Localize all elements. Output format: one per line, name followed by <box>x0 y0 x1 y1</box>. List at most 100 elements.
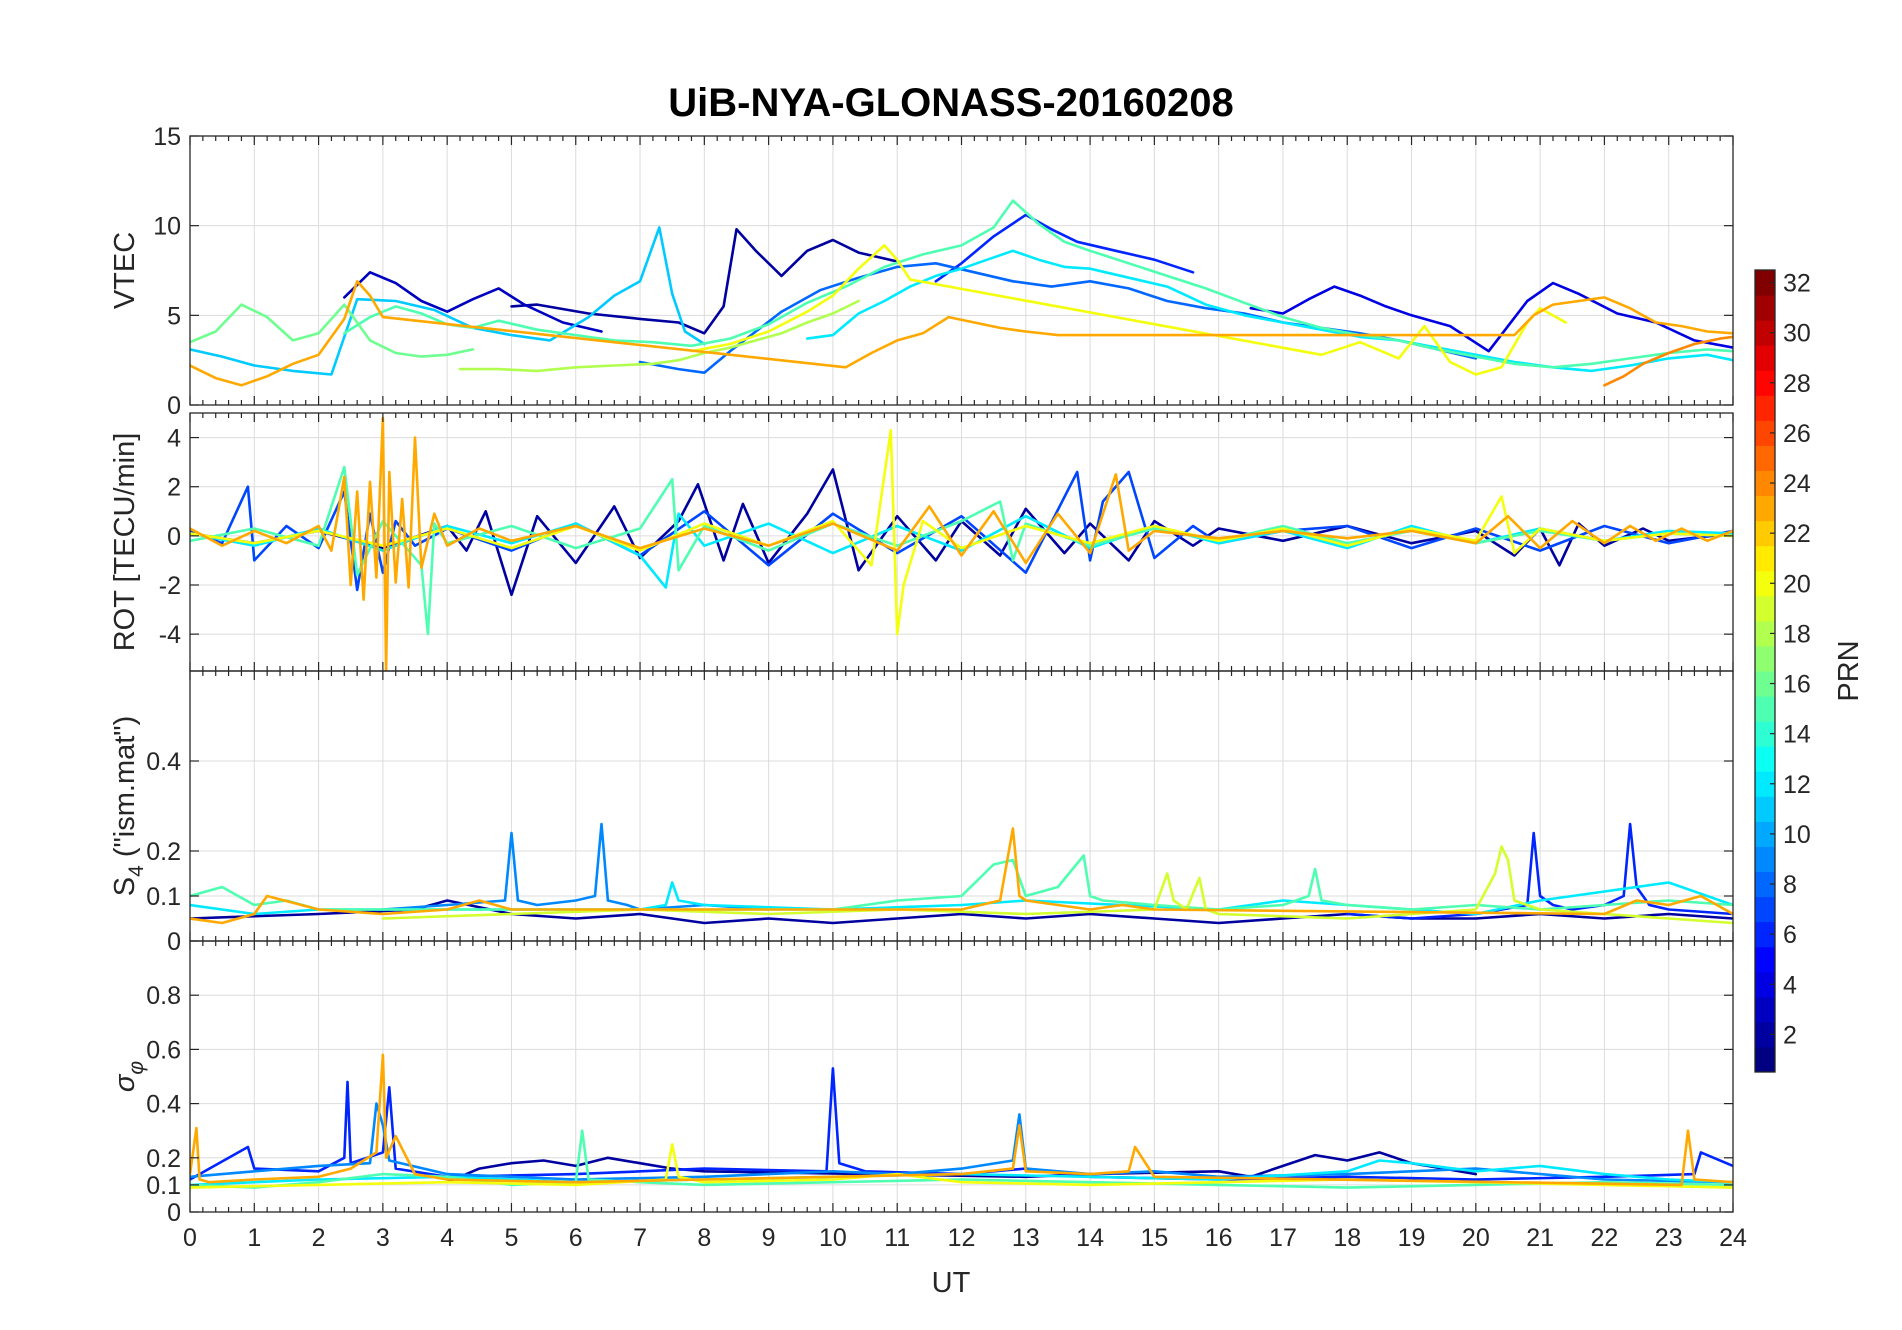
x-tick-label: 13 <box>1012 1224 1040 1252</box>
x-tick-label: 18 <box>1333 1224 1361 1252</box>
colorbar-segment <box>1755 595 1775 622</box>
y-tick-label: 0.8 <box>146 982 181 1010</box>
series-prn-2 <box>190 899 1733 925</box>
colorbar-segment <box>1755 896 1775 923</box>
series-prn-20 <box>190 428 1733 636</box>
series-prn-23 <box>190 827 1733 925</box>
x-tick-label: 17 <box>1269 1224 1297 1252</box>
y-tick-label: 4 <box>167 425 181 453</box>
series-prn-16 <box>190 303 475 358</box>
x-tick-label: 2 <box>312 1224 326 1252</box>
colorbar-segment <box>1755 671 1775 697</box>
colorbar-tick-label: 14 <box>1783 721 1811 749</box>
x-tick-label: 16 <box>1205 1224 1233 1252</box>
x-tick-label: 12 <box>948 1224 976 1252</box>
colorbar-segment <box>1755 645 1775 672</box>
y-tick-label: 0 <box>167 1199 181 1227</box>
x-tick-label: 10 <box>819 1224 847 1252</box>
colorbar-tick-label: 6 <box>1783 921 1797 949</box>
x-tick-label: 20 <box>1462 1224 1490 1252</box>
colorbar-segment <box>1755 295 1775 321</box>
y-axis-label-main: σ <box>109 1073 141 1092</box>
y-tick-label: 0.4 <box>146 748 181 776</box>
colorbar-segment <box>1755 370 1775 396</box>
colorbar-tick-label: 30 <box>1783 320 1811 348</box>
colorbar-segment <box>1755 395 1775 421</box>
colorbar-segment <box>1755 495 1775 522</box>
colorbar-tick-label: 20 <box>1783 570 1811 598</box>
y-axis-label: VTEC <box>109 232 141 309</box>
x-tick-label: 3 <box>376 1224 390 1252</box>
y-axis-label: S4 ("ism.mat") <box>109 716 148 897</box>
colorbar-segment <box>1755 821 1775 847</box>
series-prn-3 <box>343 271 603 333</box>
colorbar-tick-label: 32 <box>1783 270 1811 298</box>
colorbar-tick-label: 26 <box>1783 420 1811 448</box>
colorbar-segment <box>1755 570 1775 597</box>
series-group <box>190 416 1733 671</box>
colorbar-segment <box>1755 620 1775 647</box>
series-prn-2 <box>510 228 899 335</box>
y-tick-label: 10 <box>153 213 181 241</box>
colorbar-label: PRN <box>1833 640 1865 701</box>
colorbar-segment <box>1755 520 1775 547</box>
y-tick-label: 15 <box>153 123 181 151</box>
x-tick-label: 8 <box>697 1224 711 1252</box>
colorbar-tick-label: 10 <box>1783 821 1811 849</box>
x-tick-label: 0 <box>183 1224 197 1252</box>
series-prn-18 <box>458 299 860 373</box>
series-prn-4 <box>1249 281 1733 353</box>
colorbar-frame <box>1754 269 1776 1073</box>
colorbar-tick-label: 24 <box>1783 470 1811 498</box>
series-prn-8 <box>638 262 1478 374</box>
series-prn-23 <box>190 1053 1733 1187</box>
colorbar-tick-label: 8 <box>1783 871 1797 899</box>
series-prn-24 <box>1603 335 1733 387</box>
y-axis-label: σφ <box>109 1061 148 1093</box>
y-tick-label: 0.4 <box>146 1091 181 1119</box>
colorbar-tick-label: 12 <box>1783 771 1811 799</box>
series-prn-6 <box>934 213 1195 283</box>
colorbar-segment <box>1755 721 1775 747</box>
series-group <box>190 199 1733 387</box>
x-tick-label: 21 <box>1526 1224 1554 1252</box>
x-tick-label: 7 <box>633 1224 647 1252</box>
y-tick-label: 0 <box>167 523 181 551</box>
colorbar-tick-label: 2 <box>1783 1021 1797 1049</box>
colorbar-segment <box>1755 796 1775 822</box>
y-axis-label-sub: 4 <box>125 865 148 877</box>
colorbar-tick-label: 16 <box>1783 671 1811 699</box>
series-prn-19 <box>381 845 1733 925</box>
x-tick-label: 1 <box>247 1224 261 1252</box>
x-tick-label: 9 <box>762 1224 776 1252</box>
y-tick-label: 0 <box>167 392 181 420</box>
panel-s4: 00.10.20.4S4 ("ism.mat") <box>109 670 1734 956</box>
colorbar-tick-label: 4 <box>1783 971 1797 999</box>
colorbar-segment <box>1755 771 1775 797</box>
panel-vtec: 0 5 10 15 VTEC <box>109 123 1734 420</box>
y-tick-label: 0.2 <box>146 1145 181 1173</box>
y-tick-label: 0.6 <box>146 1036 181 1064</box>
colorbar-segment <box>1755 1046 1775 1073</box>
x-tick-label: 6 <box>569 1224 583 1252</box>
series-prn-2 <box>190 468 1733 597</box>
colorbar-segment <box>1755 420 1775 446</box>
y-tick-label: 0.1 <box>146 883 181 911</box>
series-prn-12 <box>805 249 1733 373</box>
colorbar-segment <box>1755 996 1775 1023</box>
x-tick-label: 11 <box>884 1224 910 1252</box>
x-tick-label: 24 <box>1719 1224 1747 1252</box>
colorbar-segment <box>1755 696 1775 722</box>
colorbar-segment <box>1755 270 1775 296</box>
y-tick-label: 5 <box>167 302 181 330</box>
y-tick-label: 0.2 <box>146 838 181 866</box>
colorbar-segment <box>1755 846 1775 872</box>
colorbar-segment <box>1755 545 1775 572</box>
y-axis-label-sub: φ <box>125 1061 148 1075</box>
chart-title: UiB-NYA-GLONASS-20160208 <box>668 81 1233 125</box>
panel-rot: -4 -2 0 2 4 ROT [TECU/min] <box>109 412 1734 672</box>
colorbar-segment <box>1755 921 1775 948</box>
